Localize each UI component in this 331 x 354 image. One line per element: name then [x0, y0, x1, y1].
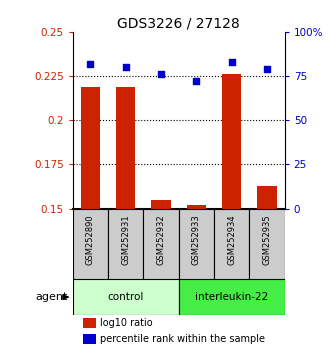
Bar	[116, 87, 135, 209]
Bar	[179, 279, 285, 315]
Bar	[179, 209, 214, 279]
Bar	[249, 209, 285, 279]
Point	[88, 61, 93, 67]
Bar	[257, 186, 277, 209]
Text: interleukin-22: interleukin-22	[195, 292, 268, 302]
Bar	[108, 209, 143, 279]
Bar	[83, 334, 96, 344]
Text: GSM252932: GSM252932	[157, 214, 166, 265]
Point	[123, 64, 128, 70]
Bar	[222, 74, 241, 209]
Bar	[143, 209, 179, 279]
Bar	[81, 87, 100, 209]
Bar	[73, 279, 179, 315]
Bar	[73, 209, 108, 279]
Text: control: control	[108, 292, 144, 302]
Bar	[151, 200, 171, 209]
Bar	[83, 318, 96, 328]
Point	[194, 79, 199, 84]
Text: percentile rank within the sample: percentile rank within the sample	[100, 334, 265, 344]
Text: GSM252931: GSM252931	[121, 214, 130, 265]
Bar	[187, 205, 206, 209]
Text: GSM252933: GSM252933	[192, 214, 201, 265]
Text: GSM252890: GSM252890	[86, 214, 95, 265]
Point	[159, 72, 164, 77]
Text: agent: agent	[35, 292, 68, 302]
Text: log10 ratio: log10 ratio	[100, 318, 153, 328]
Point	[264, 66, 270, 72]
Point	[229, 59, 234, 65]
Text: GSM252935: GSM252935	[262, 214, 271, 265]
Text: GSM252934: GSM252934	[227, 214, 236, 265]
Bar	[214, 209, 249, 279]
Title: GDS3226 / 27128: GDS3226 / 27128	[118, 17, 240, 31]
